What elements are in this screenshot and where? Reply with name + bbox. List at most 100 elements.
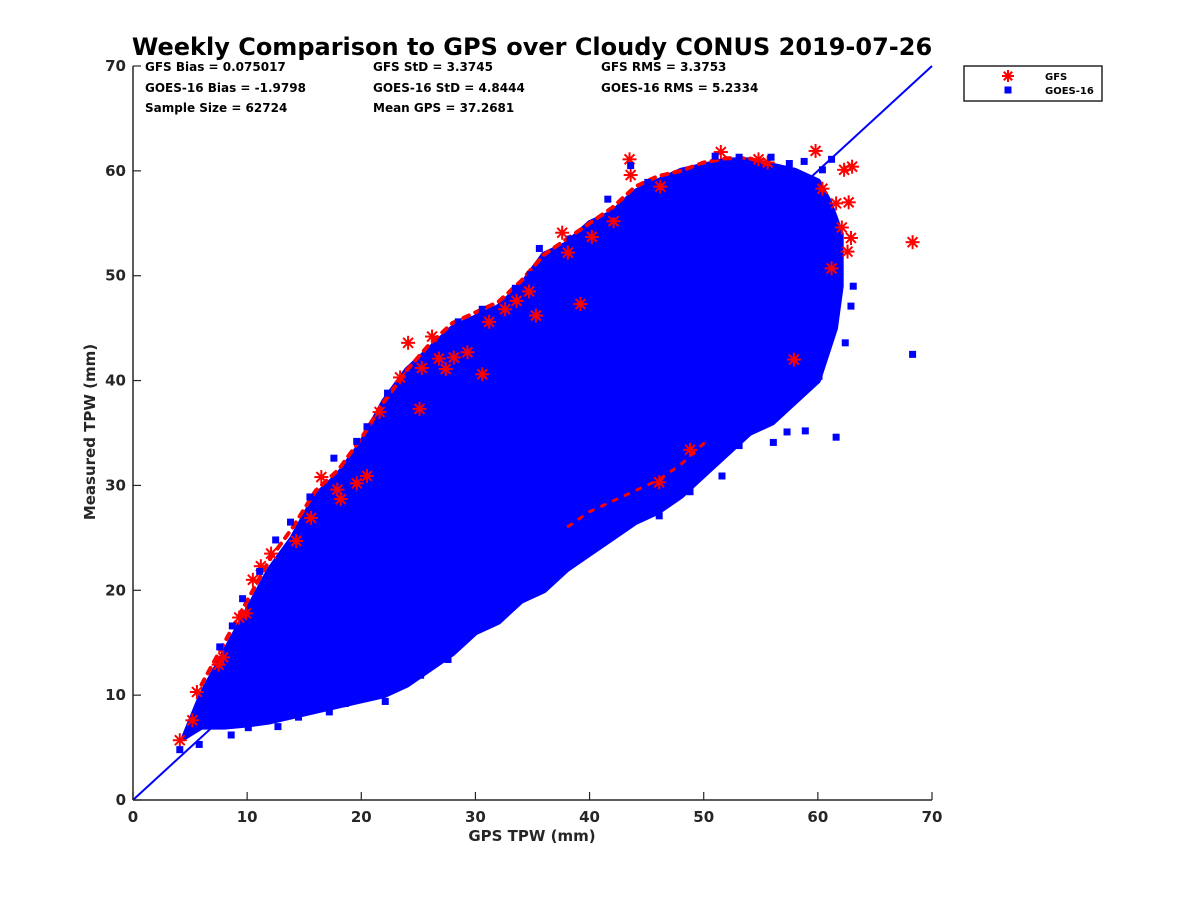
gfs-point xyxy=(555,225,570,240)
goes16-point xyxy=(195,740,203,748)
gfs-point xyxy=(431,351,446,366)
x-tick-label: 50 xyxy=(693,808,714,826)
goes16-point xyxy=(307,698,315,706)
gfs-point xyxy=(172,733,187,748)
goes16-point xyxy=(655,512,663,520)
gfs-point xyxy=(584,229,599,244)
goes16-point xyxy=(604,195,612,203)
goes16-point xyxy=(426,350,434,358)
gfs-point xyxy=(414,360,429,375)
goes16-point xyxy=(444,655,452,663)
gfs-point xyxy=(185,713,200,728)
gfs-point xyxy=(393,370,408,385)
y-tick-label: 10 xyxy=(105,686,126,704)
goes16-point xyxy=(417,671,425,679)
stat-text: GFS Bias = 0.075017 xyxy=(145,60,286,74)
goes16-point xyxy=(478,305,486,313)
goes16-point xyxy=(841,339,849,347)
goes16-point xyxy=(638,494,646,502)
goes16-point xyxy=(261,714,269,722)
legend-gfs-marker xyxy=(1002,70,1014,82)
goes16-point xyxy=(774,165,782,173)
chart-title: Weekly Comparison to GPS over Cloudy CON… xyxy=(132,33,932,61)
y-tick-label: 70 xyxy=(105,57,126,75)
y-tick-label: 20 xyxy=(105,581,126,599)
x-tick-label: 30 xyxy=(465,808,486,826)
gfs-point xyxy=(211,657,226,672)
goes16-point xyxy=(610,210,618,218)
goes16-point xyxy=(735,442,743,450)
goes16-point xyxy=(711,152,719,160)
gfs-point xyxy=(333,492,348,507)
stat-text: GOES-16 StD = 4.8444 xyxy=(373,81,525,95)
gfs-point xyxy=(460,345,475,360)
goes16-point xyxy=(526,271,534,279)
goes16-point xyxy=(769,438,777,446)
gfs-point xyxy=(438,362,453,377)
goes16-point xyxy=(474,618,482,626)
gfs-point xyxy=(840,244,855,259)
goes16-point xyxy=(847,302,855,310)
gfs-density-edge xyxy=(199,156,775,687)
gfs-point xyxy=(509,293,524,308)
y-tick-label: 60 xyxy=(105,162,126,180)
goes16-point xyxy=(454,318,462,326)
goes16-point xyxy=(244,724,252,732)
x-axis-label: GPS TPW (mm) xyxy=(468,827,595,845)
goes16-point xyxy=(767,153,775,161)
goes16-point xyxy=(199,698,207,706)
legend-box xyxy=(963,65,1103,102)
goes16-point xyxy=(228,622,236,630)
goes16-point xyxy=(818,166,826,174)
y-axis-label: Measured TPW (mm) xyxy=(81,344,99,520)
gfs-point xyxy=(560,245,575,260)
stat-text: Sample Size = 62724 xyxy=(145,101,287,115)
goes16-point xyxy=(536,579,544,587)
gfs-point xyxy=(189,684,204,699)
gfs-point xyxy=(652,475,667,490)
gfs-point xyxy=(824,261,839,276)
gfs-point xyxy=(498,302,513,317)
goes16-point xyxy=(849,282,857,290)
gfs-point xyxy=(245,572,260,587)
gfs-point xyxy=(289,534,304,549)
gfs-point xyxy=(475,367,490,382)
y-tick-label: 40 xyxy=(105,372,126,390)
x-tick-label: 20 xyxy=(351,808,372,826)
stat-text: GFS RMS = 3.3753 xyxy=(601,60,726,74)
stat-text: Mean GPS = 37.2681 xyxy=(373,101,514,115)
goes16-point xyxy=(363,423,371,431)
goes16-point xyxy=(735,153,743,161)
legend: GFS GOES-16 xyxy=(963,65,1103,102)
goes16-point xyxy=(199,713,207,721)
x-tick-label: 10 xyxy=(237,808,258,826)
x-tick-label: 0 xyxy=(128,808,138,826)
goes16-point xyxy=(909,350,917,358)
goes16-point xyxy=(589,535,597,543)
gfs-point xyxy=(843,230,858,245)
goes16-point xyxy=(272,536,280,544)
gfs-point xyxy=(786,352,801,367)
goes16-point xyxy=(815,372,823,380)
gfs-point xyxy=(829,196,844,211)
y-tick-label: 0 xyxy=(116,791,126,809)
goes16-point xyxy=(801,427,809,435)
goes16-point xyxy=(176,746,184,754)
goes16-point xyxy=(208,680,216,688)
gfs-density-edge-lower xyxy=(565,441,706,529)
gfs-point xyxy=(314,470,329,485)
goes16-point xyxy=(718,472,726,480)
gfs-series xyxy=(172,143,920,748)
goes16-point xyxy=(256,567,264,575)
stat-text: GFS StD = 3.3745 xyxy=(373,60,493,74)
gfs-point xyxy=(349,476,364,491)
x-ticks: 0 10 20 30 40 50 60 70 xyxy=(128,792,942,826)
plot-area xyxy=(132,65,933,801)
gfs-point xyxy=(239,606,254,621)
legend-goes16-marker xyxy=(1004,86,1012,94)
gfs-point xyxy=(522,284,537,299)
y-tick-label: 50 xyxy=(105,267,126,285)
goes16-point xyxy=(295,713,303,721)
x-tick-label: 40 xyxy=(579,808,600,826)
